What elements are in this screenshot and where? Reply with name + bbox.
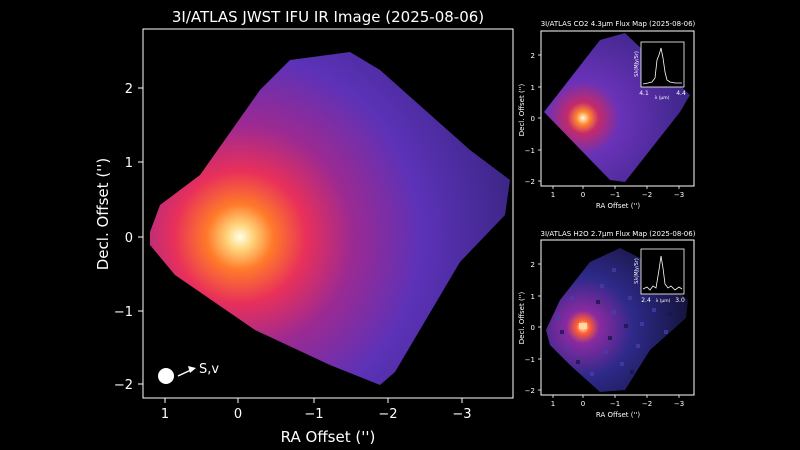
co2-xtick-label: −1 — [610, 191, 620, 199]
sun-direction-dot — [158, 368, 174, 384]
h2o-xtick-label: −2 — [642, 400, 652, 408]
main-y-axis-label: Decl. Offset ('') — [94, 158, 112, 271]
h2o-spectrum-inset — [640, 248, 685, 295]
co2-x-axis-label: RA Offset ('') — [596, 202, 640, 210]
h2o-xtick-label: −1 — [610, 400, 620, 408]
main-xtick-label: −1 — [304, 407, 323, 422]
main-ytick-label: −1 — [114, 305, 133, 320]
arrowhead-icon — [188, 366, 196, 373]
co2-y-axis-label: Decl. Offset ('') — [518, 83, 526, 136]
main-x-axis-label: RA Offset ('') — [281, 428, 376, 446]
h2o-xtick-label: −3 — [674, 400, 684, 408]
co2-ytick-label: 0 — [531, 115, 535, 123]
h2o-y-axis-label: Decl. Offset ('') — [518, 291, 526, 344]
main-image — [150, 52, 510, 385]
co2-spectrum-inset — [640, 41, 685, 88]
main-xtick-label: −3 — [452, 407, 471, 422]
main-xtick-label: 0 — [234, 407, 242, 422]
h2o-ytick-label: −1 — [525, 356, 535, 364]
h2o-x-axis-label: RA Offset ('') — [596, 411, 640, 419]
co2-ytick-label: −2 — [525, 178, 535, 186]
co2-ytick-label: 1 — [531, 84, 535, 92]
co2-inset-xtick: 4.1 — [639, 90, 649, 97]
h2o-ytick-label: −2 — [525, 387, 535, 395]
co2-xtick-label: 1 — [551, 191, 555, 199]
h2o-ytick-label: 1 — [531, 293, 535, 301]
co2-inset-xlabel: λ (µm) — [655, 95, 670, 101]
h2o-inset-xtick: 2.4 — [641, 297, 651, 304]
co2-ytick-label: −1 — [525, 147, 535, 155]
h2o-inset-ylabel: Sλ(MJy/Sr) — [634, 258, 640, 284]
main-title: 3I/ATLAS JWST IFU IR Image (2025-08-06) — [172, 8, 484, 26]
h2o-xtick-label: 0 — [581, 400, 585, 408]
h2o-xtick-label: 1 — [551, 400, 555, 408]
h2o-ytick-label: 2 — [531, 261, 535, 269]
co2-ytick-label: 2 — [531, 52, 535, 60]
h2o-title: 3I/ATLAS H2O 2.7µm Flux Map (2025-08-06) — [541, 230, 696, 238]
co2-xtick-label: 0 — [581, 191, 585, 199]
main-ytick-label: −2 — [114, 378, 133, 393]
h2o-ytick-label: 0 — [531, 324, 535, 332]
main-frame — [142, 28, 514, 399]
co2-title: 3I/ATLAS CO2 4.3µm Flux Map (2025-08-06) — [541, 20, 696, 28]
co2-inset-xtick: 4.4 — [676, 90, 686, 97]
h2o-inset-xtick: 3.0 — [675, 297, 685, 304]
direction-label: S,v — [199, 362, 219, 377]
main-ytick-label: 1 — [125, 156, 133, 171]
co2-inset-ylabel: Sλ(MJy/Sr) — [634, 51, 640, 77]
h2o-frame — [540, 239, 695, 396]
co2-frame — [540, 30, 695, 187]
co2-xtick-label: −2 — [642, 191, 652, 199]
main-ytick-label: 0 — [125, 231, 133, 246]
co2-xtick-label: −3 — [674, 191, 684, 199]
main-xtick-label: −2 — [378, 407, 397, 422]
main-ytick-label: 2 — [125, 82, 133, 97]
main-xtick-label: 1 — [161, 407, 169, 422]
h2o-inset-xlabel: λ (µm) — [656, 298, 671, 304]
